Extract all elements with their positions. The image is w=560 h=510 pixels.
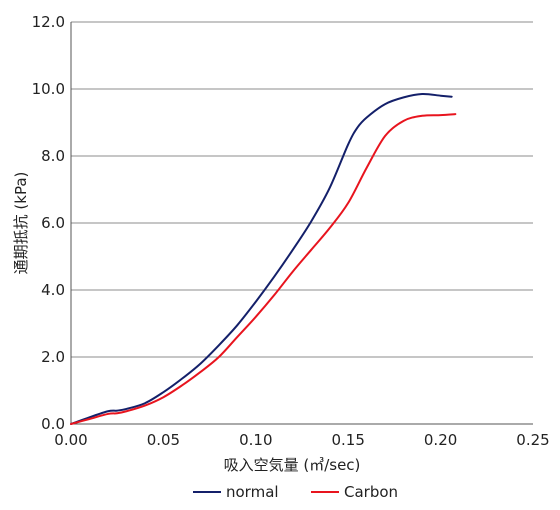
y-tick-label-4: 8.0 (41, 147, 65, 165)
y-axis-title: 通期抵抗 (kPa) (12, 172, 30, 275)
legend-label-normal: normal (226, 483, 279, 501)
x-tick-label-4: 0.20 (424, 431, 457, 449)
series-line-carbon (70, 113, 457, 425)
x-tick-label-0: 0.00 (54, 431, 87, 449)
grid-lines (71, 21, 533, 358)
y-tick-label-3: 6.0 (41, 214, 65, 232)
tick-labels: 0.0 2.0 4.0 6.0 8.0 10.0 12.0 0.00 0.05 0.10 0.15 0… (32, 13, 550, 449)
x-tick-label-1: 0.05 (147, 431, 180, 449)
x-axis-title: 吸入空気量 (㎥/sec) (224, 456, 361, 474)
series-lines (70, 93, 457, 425)
legend-label-carbon: Carbon (344, 483, 398, 501)
y-tick-label-2: 4.0 (41, 281, 65, 299)
y-tick-label-0: 0.0 (41, 415, 65, 433)
y-tick-label-5: 10.0 (32, 80, 65, 98)
series-line-normal (70, 93, 453, 425)
x-tick-label-3: 0.15 (331, 431, 364, 449)
x-tick-label-2: 0.10 (239, 431, 272, 449)
y-tick-label-1: 2.0 (41, 348, 65, 366)
y-tick-label-6: 12.0 (32, 13, 65, 31)
x-tick-label-5: 0.25 (516, 431, 549, 449)
axes (70, 22, 533, 425)
legend: normal Carbon (193, 483, 398, 501)
